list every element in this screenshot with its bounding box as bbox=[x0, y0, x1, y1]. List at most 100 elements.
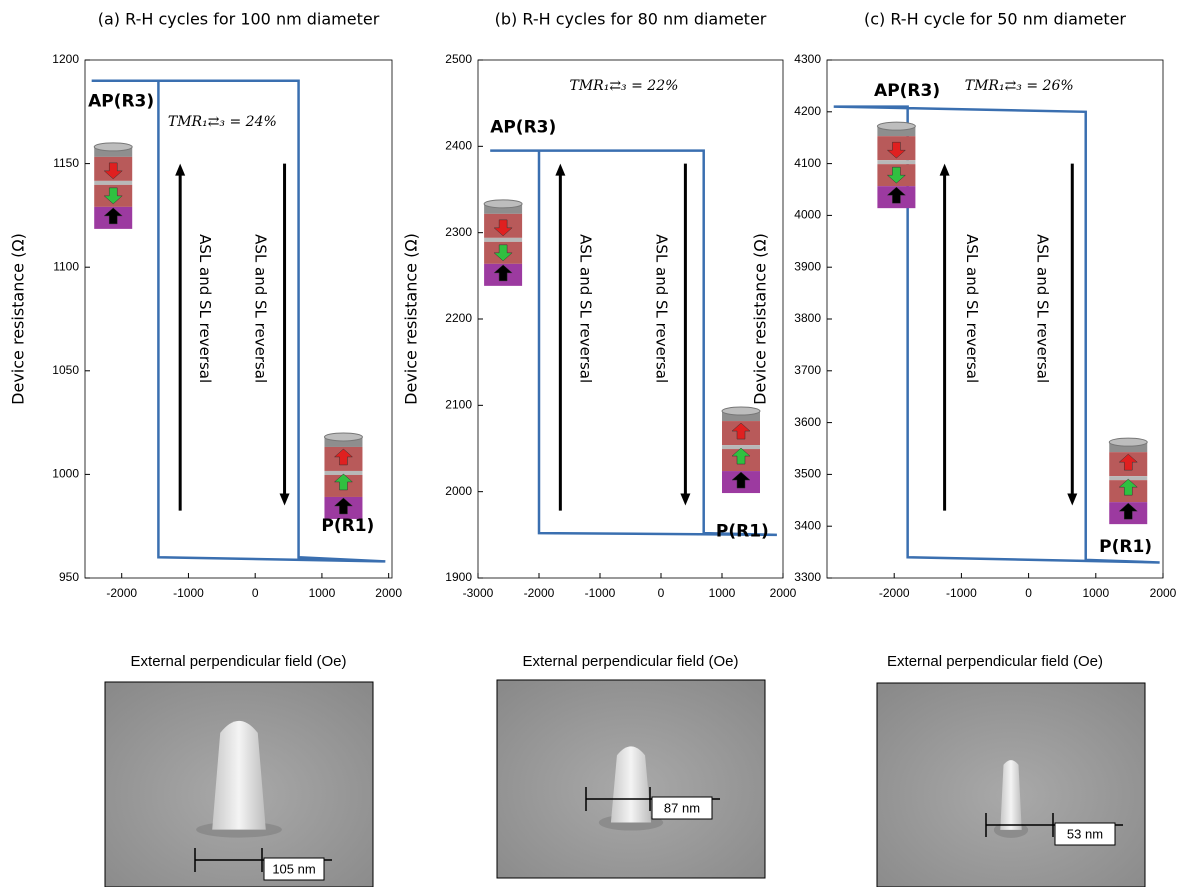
y-axis-label: Device resistance (Ω) bbox=[751, 233, 770, 405]
stack-layer bbox=[877, 160, 916, 165]
pillar bbox=[212, 720, 266, 830]
stack-arrow bbox=[493, 264, 513, 282]
scale-label: 53 nm bbox=[1067, 826, 1103, 841]
stack-arrow bbox=[493, 244, 513, 262]
y-tick-label: 2200 bbox=[445, 311, 472, 325]
arrow-head bbox=[279, 493, 290, 506]
x-tick-label: -2000 bbox=[106, 586, 137, 600]
stack-layer bbox=[877, 126, 916, 137]
state-label: AP(R3) bbox=[88, 91, 154, 111]
x-tick-label: 1000 bbox=[309, 586, 336, 600]
state-label: AP(R3) bbox=[874, 81, 940, 101]
stack-arrow bbox=[731, 471, 751, 489]
stack-layer bbox=[484, 203, 523, 214]
state-label: P(R1) bbox=[321, 516, 374, 536]
stack-layer bbox=[1109, 476, 1148, 481]
y-tick-label: 3300 bbox=[794, 570, 821, 584]
y-tick-label: 4100 bbox=[794, 156, 821, 170]
y-tick-label: 2500 bbox=[445, 52, 472, 66]
stack-top bbox=[483, 199, 523, 209]
stack-arrow bbox=[103, 207, 123, 225]
stack-top bbox=[876, 121, 916, 131]
state-label: P(R1) bbox=[1099, 537, 1152, 557]
stack-layer bbox=[324, 436, 363, 447]
tmr-label: TMR₁⇄₃ = 24% bbox=[168, 114, 277, 130]
reversal-label: ASL and SL reversal bbox=[963, 234, 981, 383]
arrow-head bbox=[555, 163, 566, 176]
stack-arrow bbox=[1118, 453, 1138, 471]
y-tick-label: 2000 bbox=[445, 484, 472, 498]
y-tick-label: 2300 bbox=[445, 225, 472, 239]
chart-title: (a) R-H cycles for 100 nm diameter bbox=[98, 10, 380, 29]
y-tick-label: 950 bbox=[59, 570, 79, 584]
x-tick-label: -3000 bbox=[463, 586, 494, 600]
y-tick-label: 3800 bbox=[794, 311, 821, 325]
stack-layer bbox=[324, 470, 363, 475]
stack-arrow bbox=[1118, 478, 1138, 496]
reversal-label: ASL and SL reversal bbox=[653, 234, 671, 383]
x-tick-label: -1000 bbox=[173, 586, 204, 600]
x-tick-label: -1000 bbox=[946, 586, 977, 600]
y-axis-label: Device resistance (Ω) bbox=[9, 233, 28, 405]
x-tick-label: 1000 bbox=[709, 586, 736, 600]
y-tick-label: 2100 bbox=[445, 398, 472, 412]
state-label: AP(R3) bbox=[490, 117, 556, 137]
stack-arrow bbox=[731, 422, 751, 440]
stack-top bbox=[323, 432, 363, 442]
plot-frame bbox=[477, 59, 784, 579]
x-axis-label: External perpendicular field (Oe) bbox=[887, 653, 1103, 670]
x-axis-label: External perpendicular field (Oe) bbox=[523, 653, 739, 670]
y-tick-label: 4200 bbox=[794, 104, 821, 118]
y-tick-label: 1000 bbox=[52, 467, 79, 481]
stack-arrow bbox=[103, 162, 123, 180]
stack-layer bbox=[484, 237, 523, 242]
x-tick-label: 2000 bbox=[1150, 586, 1177, 600]
y-tick-label: 2400 bbox=[445, 139, 472, 153]
stack-top bbox=[93, 142, 133, 152]
tmr-label: TMR₁⇄₃ = 26% bbox=[965, 78, 1074, 94]
reversal-label: ASL and SL reversal bbox=[196, 234, 214, 383]
scale-box bbox=[651, 796, 713, 820]
reversal-label: ASL and SL reversal bbox=[576, 234, 594, 383]
y-tick-label: 4000 bbox=[794, 208, 821, 222]
stack-arrow bbox=[1118, 502, 1138, 520]
stack-arrow bbox=[731, 447, 751, 465]
y-tick-label: 3600 bbox=[794, 415, 821, 429]
pillar bbox=[1000, 760, 1022, 830]
x-tick-label: 0 bbox=[252, 586, 259, 600]
chart-title: (b) R-H cycles for 80 nm diameter bbox=[495, 10, 767, 29]
chart-title: (c) R-H cycle for 50 nm diameter bbox=[864, 10, 1126, 29]
y-tick-label: 3500 bbox=[794, 467, 821, 481]
stack-arrow bbox=[103, 187, 123, 205]
scale-label: 105 nm bbox=[272, 861, 315, 876]
scale-label: 87 nm bbox=[664, 800, 700, 815]
plot-frame bbox=[84, 59, 393, 579]
tmr-label: TMR₁⇄₃ = 22% bbox=[570, 78, 679, 94]
x-tick-label: -2000 bbox=[879, 586, 910, 600]
x-tick-label: 0 bbox=[658, 586, 665, 600]
stack-arrow bbox=[886, 186, 907, 204]
reversal-label: ASL and SL reversal bbox=[1034, 234, 1052, 383]
reversal-label: ASL and SL reversal bbox=[251, 234, 269, 383]
x-tick-label: -2000 bbox=[524, 586, 555, 600]
y-axis-label: Device resistance (Ω) bbox=[402, 233, 421, 405]
y-tick-label: 1150 bbox=[53, 156, 79, 170]
arrow-head bbox=[175, 163, 186, 176]
x-tick-label: -1000 bbox=[585, 586, 616, 600]
x-tick-label: 1000 bbox=[1082, 586, 1109, 600]
y-tick-label: 3400 bbox=[794, 518, 821, 532]
stack-top bbox=[1108, 437, 1148, 447]
y-tick-label: 1050 bbox=[52, 363, 79, 377]
rh-loop bbox=[91, 79, 386, 563]
x-tick-label: 2000 bbox=[770, 586, 797, 600]
y-tick-label: 1900 bbox=[445, 570, 472, 584]
x-axis-label: External perpendicular field (Oe) bbox=[131, 653, 347, 670]
stack-arrow bbox=[886, 166, 907, 184]
stack-layer bbox=[1109, 442, 1148, 453]
rh-loop bbox=[833, 105, 1160, 564]
stack-arrow bbox=[493, 219, 513, 237]
stack-layer bbox=[94, 180, 133, 185]
stack-top bbox=[721, 406, 761, 416]
y-tick-label: 4300 bbox=[794, 52, 821, 66]
